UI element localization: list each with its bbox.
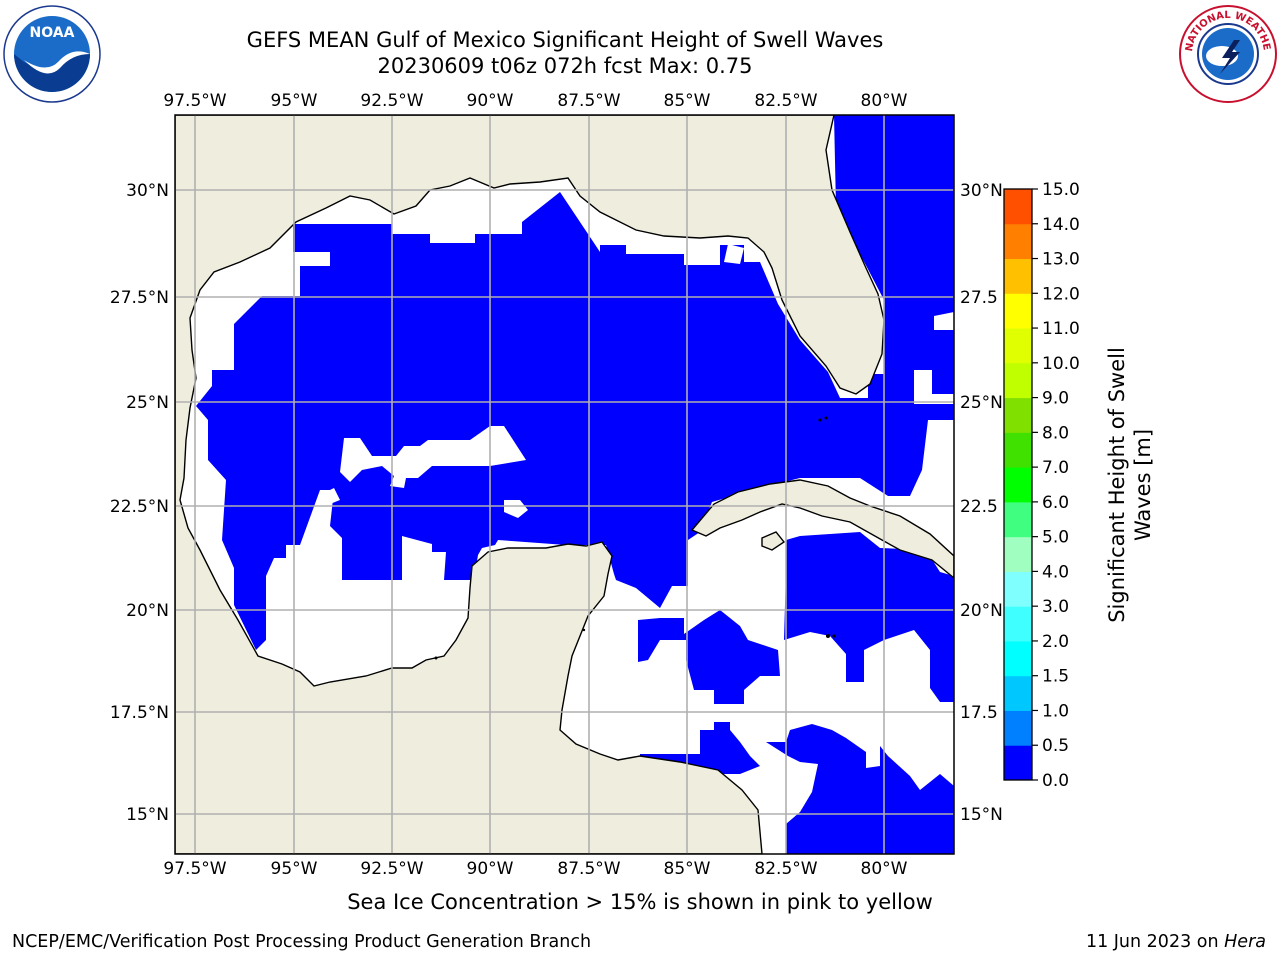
colorbar-segment (1004, 640, 1032, 677)
colorbar-tick-label: 6.0 (1042, 493, 1069, 513)
lon-label-top: 95°W (271, 91, 318, 111)
colorbar-tick-label: 14.0 (1042, 215, 1080, 235)
colorbar-tick-label: 5.0 (1042, 528, 1069, 548)
colorbar-tick-label: 2.0 (1042, 632, 1069, 652)
colorbar-label: Significant Height of Swell (1105, 347, 1129, 623)
lat-label-left: 22.5°N (110, 497, 169, 517)
colorbar-tick-label: 8.0 (1042, 423, 1069, 443)
map-frame (174, 114, 955, 855)
chart-subtitle: 20230609 t06z 072h fcst Max: 0.75 (377, 54, 753, 78)
colorbar-segment (1004, 745, 1032, 781)
lon-label-bottom: 87.5°W (557, 859, 620, 879)
colorbar-ticks: 0.0 0.5 1.0 1.5 2.0 3.0 4.0 5.0 6.0 7.0 8.0 9.0 10.0… (1032, 180, 1080, 791)
lat-label-right: 17.5 (960, 703, 998, 723)
lon-label-top: 87.5°W (557, 91, 620, 111)
lon-label-bottom: 92.5°W (360, 859, 423, 879)
colorbar-segment (1004, 258, 1032, 294)
lat-label-right: 15°N (960, 805, 1003, 825)
colorbar-tick-label: 3.0 (1042, 597, 1069, 617)
colorbar-segment (1004, 328, 1032, 364)
lon-labels-top: 97.5°W 95°W 92.5°W 90°W 87.5°W 85°W 82.5°W 80°W (163, 91, 907, 111)
nws-logo-icon: NATIONAL WEATHER SERVICE (1178, 4, 1277, 103)
lat-label-left: 20°N (126, 601, 169, 621)
lat-label-right: 25°N (960, 393, 1003, 413)
colorbar-segment (1004, 432, 1032, 468)
colorbar-tick-label: 15.0 (1042, 180, 1080, 200)
colorbar-label-units: Waves [m] (1131, 429, 1155, 541)
colorbar-segment (1004, 362, 1032, 399)
lat-label-right: 30°N (960, 181, 1003, 201)
sea-ice-note: Sea Ice Concentration > 15% is shown in … (347, 890, 933, 914)
lon-label-top: 92.5°W (360, 91, 423, 111)
colorbar-segment (1004, 293, 1032, 329)
colorbar-tick-label: 7.0 (1042, 458, 1069, 478)
footer-date-text: 11 Jun 2023 on (1085, 932, 1225, 952)
colorbar-tick-label: 0.5 (1042, 736, 1069, 756)
lon-label-top: 97.5°W (163, 91, 226, 111)
colorbar (1003, 188, 1033, 781)
lon-label-top: 82.5°W (754, 91, 817, 111)
colorbar-segment (1004, 223, 1032, 260)
land-areas (175, 115, 954, 854)
graticule (175, 115, 954, 854)
colorbar-tick-label: 0.0 (1042, 771, 1069, 791)
lon-labels-bottom: 97.5°W 95°W 92.5°W 90°W 87.5°W 85°W 82.5°W 80°W (163, 859, 907, 879)
colorbar-tick-label: 10.0 (1042, 354, 1080, 374)
lon-label-bottom: 95°W (271, 859, 318, 879)
colorbar-segment (1004, 571, 1032, 607)
lat-label-left: 25°N (126, 393, 169, 413)
lat-label-right: 20°N (960, 601, 1003, 621)
svg-text:NOAA: NOAA (30, 25, 75, 41)
lon-label-bottom: 97.5°W (163, 859, 226, 879)
colorbar-segment (1004, 710, 1032, 746)
noaa-logo-icon: NOAA (3, 5, 101, 103)
colorbar-tick-label: 9.0 (1042, 389, 1069, 409)
lon-label-top: 90°W (467, 91, 514, 111)
lat-label-right: 27.5 (960, 288, 998, 308)
colorbar-segment (1004, 189, 1032, 225)
lon-label-top: 85°W (664, 91, 711, 111)
colorbar-segment (1004, 501, 1032, 538)
lon-label-top: 80°W (861, 91, 908, 111)
lat-labels-right: 30°N 27.5 25°N 22.5 20°N 17.5 15°N (960, 181, 1003, 825)
chart-title: GEFS MEAN Gulf of Mexico Significant Hei… (246, 28, 884, 52)
colorbar-segment (1004, 606, 1032, 642)
lat-label-left: 17.5°N (110, 703, 169, 723)
colorbar-tick-label: 4.0 (1042, 562, 1069, 582)
colorbar-tick-label: 13.0 (1042, 250, 1080, 270)
colorbar-tick-label: 1.0 (1042, 701, 1069, 721)
colorbar-segment (1004, 397, 1032, 433)
colorbar-tick-label: 11.0 (1042, 319, 1080, 339)
footer-branch: NCEP/EMC/Verification Post Processing Pr… (12, 932, 592, 952)
lon-label-bottom: 90°W (467, 859, 514, 879)
lat-label-left: 15°N (126, 805, 169, 825)
colorbar-segment (1004, 675, 1032, 711)
colorbar-tick-label: 1.5 (1042, 667, 1069, 687)
colorbar-tick-label: 12.0 (1042, 284, 1080, 304)
lat-label-right: 22.5 (960, 497, 998, 517)
colorbar-segment (1004, 467, 1032, 503)
colorbar-segment (1004, 536, 1032, 572)
lon-label-bottom: 85°W (664, 859, 711, 879)
lon-label-bottom: 80°W (861, 859, 908, 879)
footer-date: 11 Jun 2023 on Hera (1086, 932, 1266, 952)
lat-label-left: 27.5°N (110, 288, 169, 308)
lon-label-bottom: 82.5°W (754, 859, 817, 879)
lat-label-left: 30°N (126, 181, 169, 201)
lat-labels-left: 30°N 27.5°N 25°N 22.5°N 20°N 17.5°N 15°N (110, 181, 169, 825)
footer-host: Hera (1224, 932, 1266, 952)
